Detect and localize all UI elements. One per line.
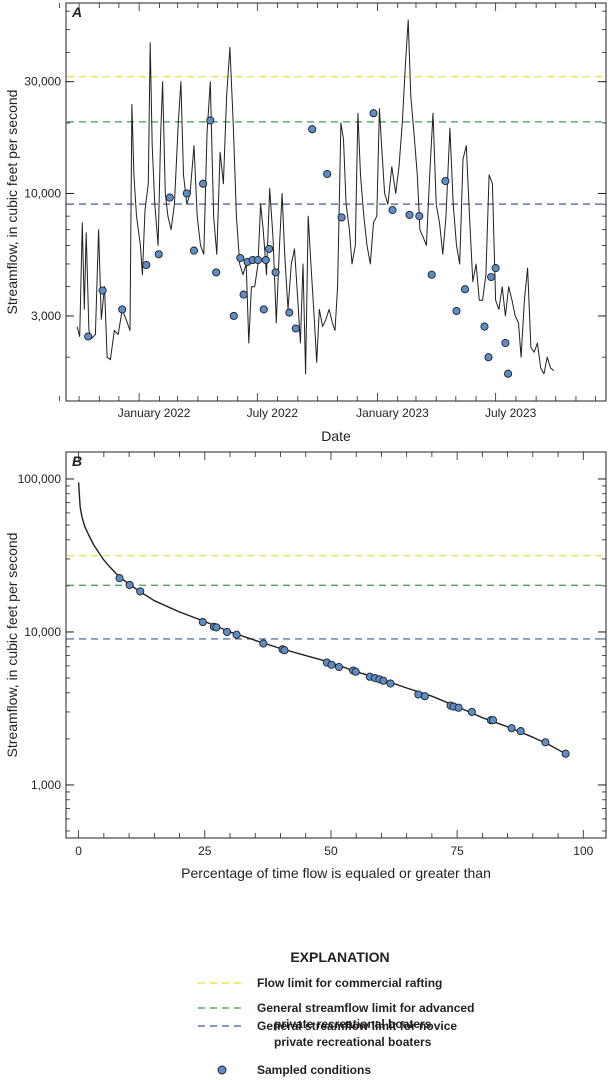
plot-frame: [65, 451, 607, 839]
x-tick-label: 75: [450, 844, 464, 858]
sampled-condition-point: [452, 306, 461, 316]
sampled-condition-point: [253, 255, 263, 265]
legend-marker-swatch: [217, 1065, 227, 1075]
sampled-condition-point: [222, 627, 232, 636]
sampled-condition-point: [561, 749, 570, 758]
sampled-condition-point: [415, 212, 424, 221]
y-tick-label: 10,000: [24, 186, 61, 200]
sampled-condition-point: [327, 660, 336, 669]
sampled-condition-point: [259, 305, 268, 314]
sampled-condition-point: [386, 679, 395, 688]
sampled-condition-point: [271, 268, 280, 277]
panel-label: B: [72, 453, 82, 469]
sampled-condition-point: [232, 630, 241, 639]
sampled-condition-point: [467, 707, 476, 716]
sampled-condition-point: [427, 270, 436, 279]
sampled-condition-point: [351, 667, 360, 676]
sampled-condition-point: [541, 738, 550, 747]
legend-label: private recreational boaters: [274, 1017, 432, 1031]
sampled-condition-point: [441, 176, 450, 186]
sampled-condition-point: [323, 169, 332, 179]
sampled-condition-point: [501, 338, 510, 348]
y-tick-label: 1,000: [31, 778, 61, 792]
sampled-condition-point: [239, 290, 248, 299]
sampled-condition-point: [308, 125, 317, 134]
streamflow-line: [76, 19, 555, 375]
panel-b-flow-duration-curve: 1,000 10,000 100,000 0 25 50 75 100 B Percentage …: [4, 451, 607, 881]
sampled-condition-point: [261, 255, 270, 265]
x-tick-label: 100: [573, 844, 593, 858]
sampled-condition-point: [388, 205, 397, 215]
x-axis-label: Percentage of time flow is equaled or gr…: [181, 865, 491, 881]
legend-label: Flow limit for commercial rafting: [257, 976, 442, 990]
x-axis-label: Date: [321, 428, 351, 444]
sampled-condition-point: [212, 623, 221, 632]
x-tick-label: 0: [75, 844, 82, 858]
sampled-condition-point: [291, 324, 300, 333]
explanation-legend: EXPLANATION Flow limit for commercial raf…: [198, 949, 474, 1077]
sampled-condition-point: [136, 587, 145, 596]
sampled-condition-point: [125, 580, 134, 589]
legend-label: private recreational boaters: [274, 1035, 432, 1049]
x-tick-label: 50: [324, 844, 338, 858]
sampled-condition-point: [212, 268, 221, 277]
x-tick-label: July 2023: [485, 406, 537, 420]
sampled-condition-point: [189, 246, 199, 255]
sampled-condition-point: [165, 193, 174, 202]
x-tick-label: 25: [198, 844, 212, 858]
sampled-condition-point: [285, 308, 294, 317]
y-tick-label: 30,000: [24, 75, 61, 89]
y-tick-label: 100,000: [18, 472, 62, 486]
sampled-condition-point: [199, 179, 208, 188]
legend-label: General streamflow limit for novice: [257, 1019, 457, 1033]
sampled-condition-point: [198, 618, 207, 627]
sampled-condition-point: [265, 244, 274, 253]
legend-label: Sampled conditions: [257, 1063, 371, 1077]
plot-frame: [65, 2, 607, 402]
x-tick-label: July 2022: [247, 406, 299, 420]
sampled-condition-point: [369, 109, 378, 118]
y-tick-label: 10,000: [24, 625, 61, 639]
sampled-condition-point: [229, 311, 238, 320]
sampled-condition-point: [414, 690, 423, 699]
sampled-condition-point: [142, 260, 151, 270]
sampled-condition-point: [405, 210, 414, 219]
sampled-condition-point: [487, 272, 496, 282]
sampled-condition-point: [460, 285, 470, 294]
sampled-condition-point: [337, 213, 346, 222]
sampled-condition-point: [259, 639, 268, 648]
streamflow-line: [77, 482, 566, 755]
sampled-condition-point: [484, 353, 493, 362]
y-axis-label: Streamflow, in cubic feet per second: [4, 533, 20, 758]
sampled-condition-point: [280, 646, 289, 655]
panel-label: A: [71, 4, 82, 20]
panel-a-streamflow-time-series: 3,000 10,000 30,000 January 2022 July 2022 Ja…: [4, 2, 607, 444]
sampled-condition-point: [206, 116, 215, 125]
sampled-condition-point: [84, 332, 93, 341]
sampled-condition-point: [379, 676, 388, 685]
sampled-condition-point: [115, 574, 124, 583]
legend-title: EXPLANATION: [290, 949, 389, 965]
sampled-condition-point: [154, 250, 163, 259]
sampled-condition-point: [454, 703, 463, 712]
sampled-condition-point: [334, 662, 344, 672]
sampled-condition-point: [504, 369, 513, 378]
sampled-condition-point: [516, 727, 525, 736]
x-tick-label: January 2023: [356, 406, 429, 420]
sampled-condition-point: [98, 286, 107, 295]
sampled-condition-point: [420, 692, 429, 701]
sampled-condition-point: [236, 253, 245, 263]
y-axis-label: Streamflow, in cubic feet per second: [4, 90, 20, 315]
sampled-condition-point: [480, 322, 489, 331]
sampled-condition-point: [118, 305, 127, 314]
sampled-condition-point: [491, 264, 500, 273]
sampled-condition-point: [182, 189, 191, 198]
x-tick-label: January 2022: [118, 406, 191, 420]
legend-label: General streamflow limit for advanced: [257, 1001, 474, 1015]
sampled-condition-point: [488, 716, 498, 725]
sampled-condition-point: [507, 724, 516, 733]
y-tick-label: 3,000: [31, 309, 61, 323]
